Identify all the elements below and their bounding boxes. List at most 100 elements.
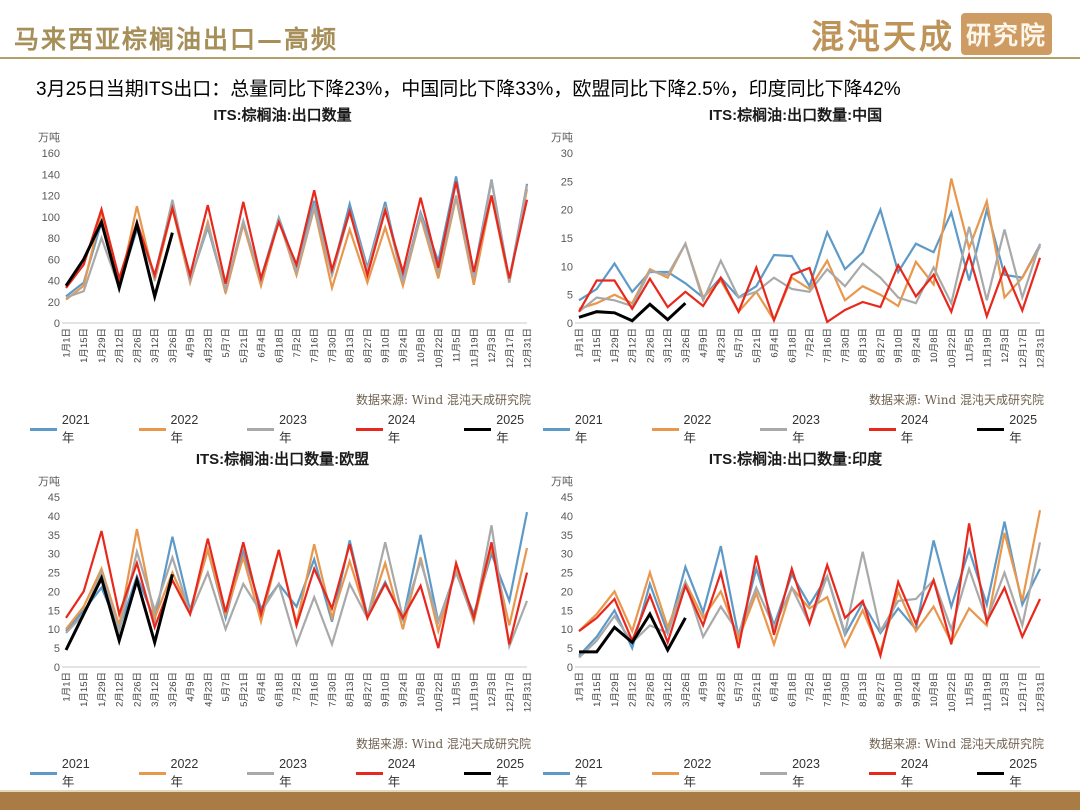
x-tick-label: 12月31日 bbox=[1036, 328, 1047, 368]
data-source: 数据来源: Wind 混沌天成研究院 bbox=[868, 393, 1044, 407]
y-tick-label: 0 bbox=[54, 318, 60, 330]
x-tick-label: 12月3日 bbox=[1000, 328, 1011, 363]
x-tick-label: 9月10日 bbox=[381, 672, 392, 707]
legend-label: 2021年 bbox=[574, 757, 603, 789]
legend-label: 2024年 bbox=[387, 413, 416, 445]
y-tick-label: 35 bbox=[48, 530, 60, 542]
y-tick-label: 0 bbox=[567, 662, 573, 674]
series-line-2022年 bbox=[578, 178, 1041, 323]
legend-swatch bbox=[464, 428, 492, 431]
legend-label: 2021年 bbox=[574, 413, 603, 445]
legend-swatch bbox=[355, 772, 383, 775]
x-tick-label: 4月9日 bbox=[186, 328, 197, 358]
x-tick-label: 7月2日 bbox=[805, 328, 816, 358]
x-tick-label: 4月9日 bbox=[186, 672, 197, 702]
x-tick-label: 3月26日 bbox=[168, 672, 179, 707]
y-tick-label: 160 bbox=[42, 148, 60, 160]
data-source: 数据来源: Wind 混沌天成研究院 bbox=[355, 737, 531, 751]
x-tick-label: 3月26日 bbox=[681, 328, 692, 363]
legend-item: 2021年 bbox=[30, 413, 101, 446]
x-tick-label: 10月8日 bbox=[416, 328, 427, 363]
chart-title: ITS:棕榈油:出口数量:欧盟 bbox=[195, 451, 370, 468]
x-tick-label: 8月13日 bbox=[345, 328, 356, 363]
x-tick-label: 7月30日 bbox=[328, 328, 339, 363]
chart-canvas-total: 万吨 0 20 40 60 80 100 120 140 160 1月1日 1月15日 1月29日 2月1… bbox=[38, 131, 534, 368]
x-tick-label: 12月17日 bbox=[1018, 672, 1029, 712]
legend-item: 2025年 bbox=[464, 413, 535, 446]
x-tick-label: 3月26日 bbox=[168, 328, 179, 363]
series-line-2024年 bbox=[578, 523, 1041, 660]
legend-item: 2024年 bbox=[868, 413, 940, 446]
legend-label: 2022年 bbox=[683, 413, 712, 445]
legend-label: 2022年 bbox=[170, 757, 199, 789]
x-tick-label: 11月5日 bbox=[452, 672, 463, 706]
x-tick-label: 12月17日 bbox=[1018, 328, 1029, 368]
chart-canvas-china: 万吨 0 5 10 15 20 25 30 1月1日 1月15日 1月29日 2月12日 2月26日 3月… bbox=[551, 131, 1047, 368]
x-tick-label: 7月2日 bbox=[292, 328, 303, 358]
x-tick-label: 11月19日 bbox=[982, 672, 993, 711]
x-tick-label: 5月7日 bbox=[221, 328, 232, 358]
chart-legend: 2021年 2022年 2023年 2024年 2025年 bbox=[30, 757, 535, 790]
y-axis-unit: 万吨 bbox=[551, 475, 573, 488]
x-tick-label: 12月31日 bbox=[1036, 672, 1047, 712]
x-tick-label: 1月29日 bbox=[610, 328, 621, 363]
legend-label: 2025年 bbox=[1009, 413, 1038, 445]
legend-item: 2023年 bbox=[247, 757, 318, 790]
legend-swatch bbox=[651, 772, 679, 775]
x-tick-label: 11月19日 bbox=[982, 328, 993, 367]
x-tick-label: 12月31日 bbox=[523, 672, 534, 712]
x-tick-label: 3月26日 bbox=[681, 672, 692, 707]
x-tick-label: 1月29日 bbox=[97, 328, 108, 363]
chart-china: ITS:棕榈油:出口数量:中国 万吨 0 5 10 15 20 25 30 1月1日 1月15日 1… bbox=[543, 104, 1048, 446]
y-tick-label: 15 bbox=[561, 233, 573, 245]
legend-swatch bbox=[247, 428, 275, 431]
legend-swatch bbox=[355, 428, 383, 431]
x-tick-label: 6月18日 bbox=[274, 672, 285, 707]
legend-item: 2021年 bbox=[543, 757, 614, 790]
x-tick-label: 6月18日 bbox=[787, 328, 798, 363]
x-tick-label: 11月19日 bbox=[469, 328, 480, 367]
legend-swatch bbox=[543, 772, 570, 775]
series-line-2025年 bbox=[64, 574, 174, 651]
x-tick-label: 5月21日 bbox=[239, 328, 250, 363]
legend-item: 2021年 bbox=[30, 757, 101, 790]
x-tick-label: 2月26日 bbox=[645, 328, 656, 363]
y-tick-label: 20 bbox=[561, 586, 573, 598]
y-tick-label: 35 bbox=[561, 530, 573, 542]
title-divider bbox=[0, 57, 1080, 59]
x-tick-label: 2月12日 bbox=[115, 672, 126, 707]
x-tick-label: 12月3日 bbox=[1000, 672, 1011, 707]
x-tick-label: 1月15日 bbox=[592, 328, 603, 363]
footer-divider bbox=[0, 790, 1080, 792]
summary-text: 3月25日当期ITS出口：总量同比下降23%，中国同比下降33%，欧盟同比下降2… bbox=[36, 79, 901, 100]
legend-item: 2022年 bbox=[138, 413, 210, 446]
y-tick-label: 0 bbox=[54, 662, 60, 674]
y-tick-label: 10 bbox=[561, 261, 573, 273]
y-tick-label: 140 bbox=[42, 169, 60, 181]
y-tick-label: 30 bbox=[561, 148, 573, 160]
legend-swatch bbox=[30, 428, 57, 431]
legend-label: 2023年 bbox=[792, 413, 820, 445]
x-tick-label: 6月4日 bbox=[770, 672, 781, 702]
legend-swatch bbox=[760, 772, 788, 775]
chart-legend: 2021年 2022年 2023年 2024年 2025年 bbox=[543, 413, 1048, 446]
x-tick-label: 7月30日 bbox=[841, 672, 852, 707]
x-tick-label: 11月5日 bbox=[452, 328, 463, 362]
x-tick-label: 1月1日 bbox=[62, 672, 73, 702]
legend-item: 2024年 bbox=[868, 757, 940, 790]
y-tick-label: 15 bbox=[48, 605, 60, 617]
x-tick-label: 8月13日 bbox=[858, 672, 869, 707]
legend-label: 2023年 bbox=[279, 757, 307, 789]
x-tick-label: 7月30日 bbox=[328, 672, 339, 707]
x-tick-label: 8月13日 bbox=[858, 328, 869, 363]
y-axis-unit: 万吨 bbox=[38, 475, 60, 488]
x-tick-label: 9月24日 bbox=[911, 328, 922, 363]
x-tick-label: 7月2日 bbox=[805, 672, 816, 702]
x-tick-label: 1月29日 bbox=[610, 672, 621, 707]
y-tick-label: 5 bbox=[567, 290, 573, 302]
series-line-2025年 bbox=[579, 611, 687, 654]
x-tick-label: 4月23日 bbox=[203, 328, 214, 363]
legend-swatch bbox=[868, 428, 896, 431]
x-tick-label: 11月5日 bbox=[965, 328, 976, 362]
x-tick-label: 4月9日 bbox=[699, 328, 710, 358]
